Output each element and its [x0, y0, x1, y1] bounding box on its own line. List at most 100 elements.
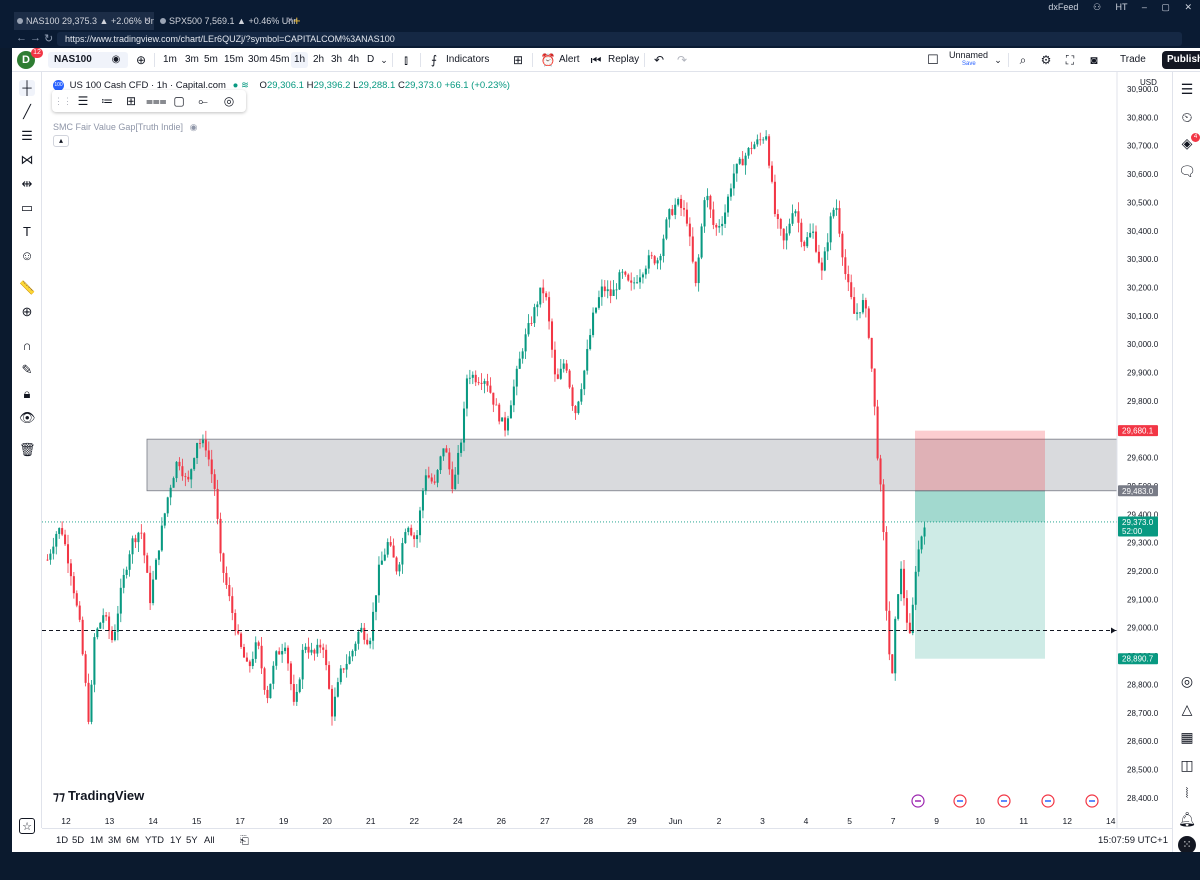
fullscreen-icon[interactable]: ⛶ — [1065, 53, 1075, 67]
alert-clock-icon[interactable]: ⏰ — [540, 53, 556, 67]
reload-icon[interactable]: ↻ — [44, 33, 54, 45]
lock-icon[interactable]: 🔒︎ — [23, 386, 31, 401]
goto-date-icon[interactable]: ⎗ — [240, 835, 249, 847]
timeframe-1m[interactable]: 1m — [163, 54, 177, 65]
close-icon[interactable]: × — [144, 15, 150, 26]
eye-hidden-icon[interactable]: ◉ — [189, 122, 198, 132]
timeframe-5m[interactable]: 5m — [204, 54, 218, 65]
hide-drawings-icon[interactable]: 👁︎ — [19, 410, 36, 425]
camera-snapshot-icon[interactable]: ◙ — [1090, 53, 1098, 67]
rectangle-icon[interactable]: ▢ — [173, 94, 185, 108]
range-ytd[interactable]: YTD — [145, 835, 164, 846]
layout-save-label[interactable]: Save — [962, 61, 976, 67]
range-1m[interactable]: 1M — [90, 835, 104, 846]
notifications-bell-icon[interactable]: 🔔︎ — [1178, 811, 1196, 827]
quick-search-icon[interactable]: ⌕ — [1019, 53, 1027, 67]
range-3m[interactable]: 3M — [108, 835, 122, 846]
calendar-icon[interactable]: ▦ — [1180, 729, 1194, 745]
close-icon[interactable]: × — [287, 15, 293, 26]
emoji-icon[interactable]: ☺ — [20, 248, 34, 263]
indicators-button[interactable]: Indicators — [446, 54, 490, 65]
back-icon[interactable]: ← — [16, 32, 27, 44]
candle-type-icon[interactable]: ⫾ — [404, 53, 408, 67]
timeframe-45m[interactable]: 45m — [270, 54, 290, 65]
fib-retracement-icon[interactable]: ☰ — [21, 128, 33, 143]
timeframe-1h[interactable]: 1h — [291, 52, 309, 68]
crosshair-icon[interactable]: ┼ — [19, 80, 35, 96]
timeframe-3m[interactable]: 3m — [185, 54, 199, 65]
symbol-search-button[interactable]: NAS100 — [48, 52, 128, 68]
line-style-icon[interactable]: ☰ — [77, 94, 89, 108]
timeframe-3h[interactable]: 3h — [331, 54, 343, 65]
trade-button[interactable]: Trade — [1120, 54, 1146, 65]
alert-button[interactable]: Alert — [559, 54, 580, 65]
layout-icon[interactable]: ☐ — [927, 52, 939, 67]
close-window-icon[interactable]: ✕ — [1184, 2, 1192, 12]
minimize-icon[interactable]: – — [1141, 2, 1147, 12]
chart-pane[interactable]: USD 28,400.0 28,500.0 28,600.0 28,700.0 28,80… — [42, 72, 1172, 828]
ruler-icon[interactable]: 📏 — [19, 280, 36, 295]
extension-label[interactable]: dxFeed — [1048, 2, 1079, 12]
target-icon[interactable]: ◎ — [1180, 673, 1194, 689]
indicator-name[interactable]: SMC Fair Value Gap[Truth Indie] ◉ — [53, 122, 198, 132]
geometric-shapes-icon[interactable]: ▭ — [20, 200, 34, 215]
avatar[interactable]: D — [17, 51, 35, 69]
layout-name-button[interactable]: Unnamed — [949, 50, 989, 60]
timeframe-4h[interactable]: 4h — [348, 54, 360, 65]
browser-tab-spx500[interactable]: SPX500 7,569.1 ▲ +0.46% Unnamed × — [157, 12, 297, 30]
timeframe-30m[interactable]: 30m — [248, 54, 268, 65]
collapse-legend-button[interactable]: ▴ — [53, 135, 69, 147]
settings-gear-icon[interactable]: ⚙ — [1040, 53, 1052, 67]
symbol-title[interactable]: US 100 Cash CFD · 1h · Capital.com — [69, 80, 226, 92]
grid-table-icon[interactable]: ⊞ — [125, 94, 137, 108]
target-icon[interactable]: ◎ — [223, 94, 235, 108]
replay-icon[interactable]: ⏮ — [590, 53, 602, 67]
stay-drawing-icon[interactable]: ✎ — [21, 362, 33, 377]
replay-button[interactable]: Replay — [608, 54, 640, 65]
url-field[interactable]: https://www.tradingview.com/chart/LEr6QU… — [57, 32, 1182, 46]
prediction-tools-icon[interactable]: ⇹ — [21, 176, 33, 191]
chat-icon[interactable]: 🗨︎ — [1178, 163, 1196, 179]
indicators-icon[interactable]: ⨍ — [430, 53, 438, 67]
line-width-icon[interactable]: ≔ — [101, 94, 113, 108]
timeframe-15m[interactable]: 15m — [224, 54, 244, 65]
range-6m[interactable]: 6M — [126, 835, 140, 846]
new-tab-button[interactable]: + — [293, 13, 301, 28]
market-status-icon[interactable]: ● ≋ — [232, 80, 249, 92]
zoom-in-icon[interactable]: ⊕ — [21, 304, 33, 319]
forward-icon[interactable]: → — [30, 32, 41, 44]
pattern-icon[interactable]: ⋈ — [20, 152, 34, 167]
chevron-down-icon[interactable]: ⌄ — [994, 55, 1002, 65]
range-1y[interactable]: 1Y — [170, 835, 182, 846]
trash-icon[interactable]: 🗑︎ — [19, 442, 36, 457]
range-5y[interactable]: 5Y — [186, 835, 198, 846]
redo-icon[interactable]: ↷ — [676, 53, 688, 67]
alerts-clock-icon[interactable]: ⏲ — [1181, 109, 1193, 125]
range-5d[interactable]: 5D — [72, 835, 85, 846]
publish-button[interactable]: Publish — [1162, 51, 1200, 69]
watchlist-eye-icon[interactable]: ◉ — [111, 54, 121, 65]
apps-grid-icon[interactable]: ⁙ — [1178, 836, 1196, 854]
price-chart[interactable]: USD 28,400.0 28,500.0 28,600.0 28,700.0 28,80… — [42, 72, 1172, 828]
trend-line-icon[interactable]: ╱ — [23, 104, 31, 119]
settings-sliders-icon[interactable]: ⩶ — [146, 94, 167, 108]
text-tool-icon[interactable]: T — [23, 224, 31, 239]
range-1d[interactable]: 1D — [56, 835, 69, 846]
browser-tab-nas100[interactable]: NAS100 29,375.3 ▲ +2.06% Unna... × — [14, 12, 154, 30]
tradingview-logo[interactable]: ⁊⁊ TradingView — [53, 788, 145, 803]
drag-handle-icon[interactable]: ⋮⋮ — [54, 96, 72, 106]
horizontal-line-icon[interactable]: ⟜ — [198, 94, 208, 108]
people-icon[interactable]: ⚇ — [1092, 2, 1102, 12]
watchlist-icon[interactable]: ☰ — [1180, 81, 1194, 97]
magnet-icon[interactable]: ∩ — [22, 338, 32, 353]
timeframe-d[interactable]: D — [367, 54, 375, 65]
undo-icon[interactable]: ↶ — [653, 53, 665, 67]
templates-grid-icon[interactable]: ⊞ — [512, 53, 524, 67]
range-all[interactable]: All — [204, 835, 215, 846]
favorites-star-icon[interactable]: ☆ — [19, 818, 35, 834]
news-icon[interactable]: ◫ — [1180, 757, 1194, 773]
compare-add-icon[interactable]: ⊕ — [135, 53, 147, 67]
clock[interactable]: 15:07:59 UTC+1 — [1098, 835, 1168, 846]
streams-icon[interactable]: ⦚ — [1185, 785, 1189, 801]
profile-initials[interactable]: HT — [1115, 2, 1128, 12]
